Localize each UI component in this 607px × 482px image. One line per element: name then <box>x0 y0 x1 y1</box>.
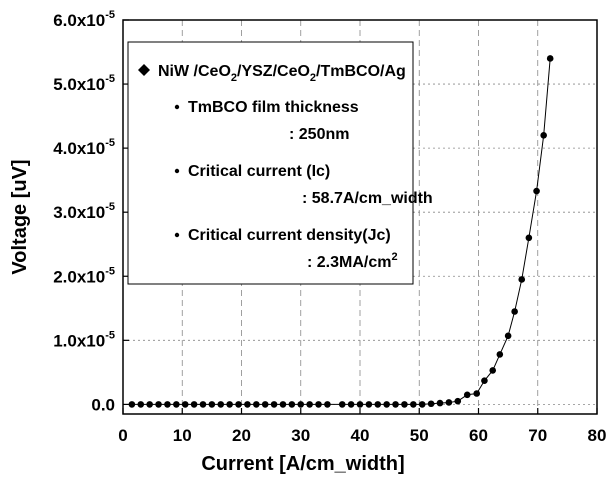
data-point <box>279 401 287 408</box>
data-point <box>155 401 162 408</box>
x-tick-label: 60 <box>469 426 488 445</box>
data-point <box>244 401 251 408</box>
x-tick-label: 10 <box>173 426 192 445</box>
y-tick-label: 1.0x10-5​ <box>53 329 115 350</box>
data-point <box>146 401 153 408</box>
annotation-value: : 250nm <box>289 126 349 143</box>
bullet <box>174 104 180 110</box>
x-axis-title: Current [A/cm_width] <box>201 453 404 475</box>
data-point <box>315 401 322 408</box>
data-point <box>181 401 189 408</box>
data-point <box>226 401 233 408</box>
data-point <box>235 401 242 408</box>
data-point <box>454 397 462 405</box>
data-point <box>374 401 382 408</box>
data-point <box>297 401 305 408</box>
data-point <box>427 400 435 408</box>
data-point <box>540 132 547 139</box>
data-point <box>347 401 355 408</box>
data-point <box>173 401 180 408</box>
annotation-value: : 2.3MA/cm2​ <box>307 251 398 271</box>
data-point <box>137 401 145 408</box>
data-point <box>410 401 417 408</box>
data-point <box>473 390 481 397</box>
data-point <box>504 332 512 340</box>
bullet <box>174 168 180 174</box>
data-point <box>392 401 399 408</box>
legend-label: NiW /CeO2​/YSZ/CeO2​/TmBCO/Ag <box>158 63 406 84</box>
annotation-label: TmBCO film thickness <box>188 99 359 116</box>
data-point <box>164 401 171 408</box>
annotation-label: Critical current (Ic) <box>188 163 330 180</box>
data-point <box>253 401 260 408</box>
x-tick-label: 30 <box>291 426 310 445</box>
y-tick-label: 4.0x10-5​ <box>53 137 115 158</box>
data-point <box>306 401 313 408</box>
data-point <box>338 401 346 408</box>
data-point <box>445 399 453 406</box>
data-point <box>525 234 533 242</box>
data-point <box>270 401 278 408</box>
data-point <box>356 401 364 408</box>
annotation-label: Critical current density(Jc) <box>188 227 391 244</box>
data-point <box>199 401 207 408</box>
data-point <box>190 401 198 408</box>
data-point <box>481 377 488 384</box>
data-point <box>383 401 390 408</box>
x-tick-label: 20 <box>232 426 251 445</box>
data-point <box>436 399 444 407</box>
legend-box <box>127 41 414 285</box>
data-point <box>418 401 426 408</box>
y-tick-label: 5.0x10-5​ <box>53 73 115 94</box>
x-tick-label: 0 <box>118 426 127 445</box>
data-point <box>128 401 136 408</box>
y-tick-label: 3.0x10-5​ <box>53 201 115 222</box>
x-tick-label: 70 <box>528 426 547 445</box>
y-axis-title: Voltage [uV] <box>9 159 31 274</box>
data-point <box>511 308 518 315</box>
data-point <box>518 276 526 283</box>
bullet <box>174 232 180 238</box>
data-point <box>261 401 269 408</box>
data-point <box>533 187 540 195</box>
x-tick-label: 80 <box>588 426 607 445</box>
data-point <box>546 55 554 62</box>
data-point <box>324 401 331 408</box>
data-point <box>463 391 471 399</box>
data-point <box>217 401 225 408</box>
legend-marker <box>138 64 150 76</box>
data-point <box>489 367 497 374</box>
y-tick-label: 6.0x10-5​ <box>53 9 115 30</box>
y-tick-label: 0.0 <box>91 395 115 414</box>
plot-frame <box>122 19 598 415</box>
data-point <box>365 401 373 408</box>
data-point <box>288 401 296 408</box>
x-tick-label: 50 <box>410 426 429 445</box>
x-tick-label: 40 <box>351 426 370 445</box>
data-point <box>208 401 216 408</box>
annotation-value: : 58.7A/cm_width <box>302 190 433 207</box>
y-tick-label: 2.0x10-5​ <box>53 265 115 286</box>
data-point <box>401 401 408 408</box>
data-point <box>496 351 504 358</box>
